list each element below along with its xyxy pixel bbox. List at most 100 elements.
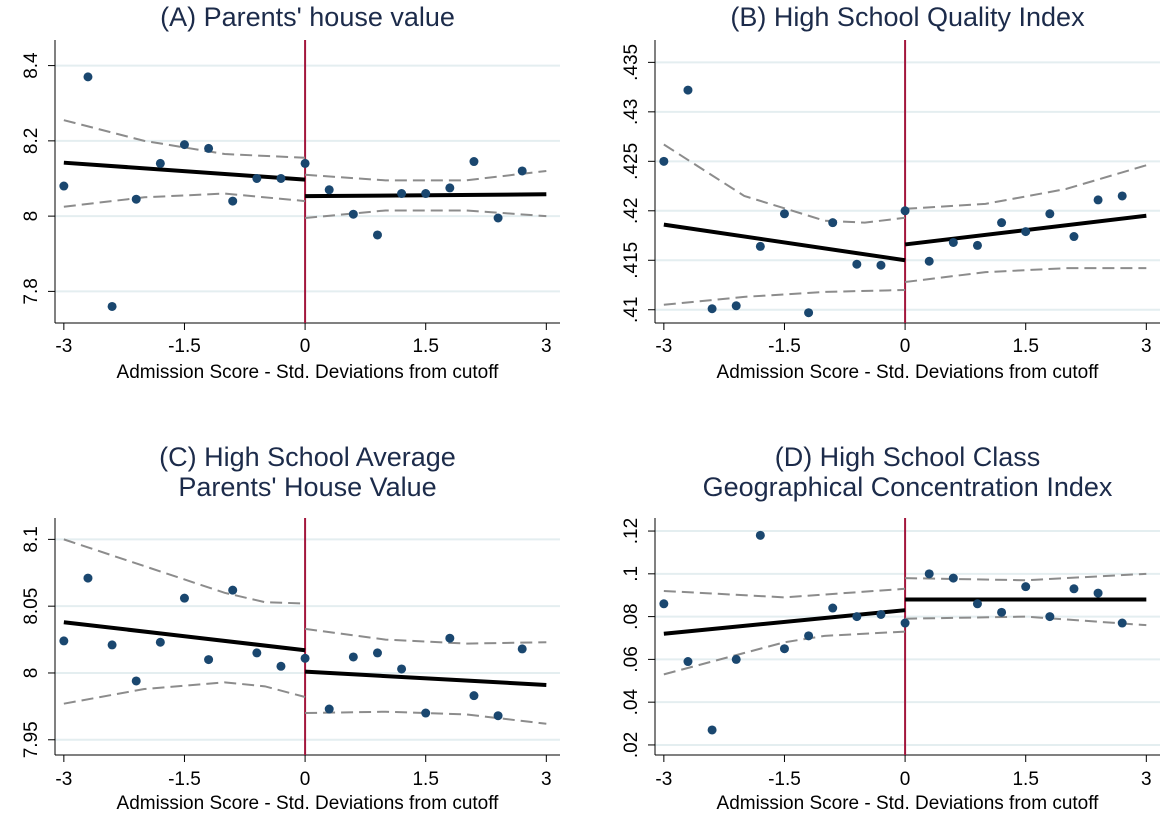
point [300, 653, 310, 663]
point [469, 691, 479, 701]
point [1093, 195, 1103, 205]
panel-title: (A) Parents' house value [160, 2, 455, 32]
point [876, 260, 886, 270]
x-axis-label: Admission Score - Std. Deviations from c… [717, 362, 1100, 383]
y-tick-label: .04 [621, 689, 642, 716]
point [83, 573, 93, 583]
point [493, 213, 503, 223]
point [397, 664, 407, 674]
x-tick-label: 1.5 [412, 336, 438, 357]
ci-upper [63, 119, 306, 159]
point [397, 189, 407, 199]
point [204, 143, 214, 153]
point [252, 648, 262, 658]
point [659, 156, 669, 166]
point [828, 603, 838, 613]
point [731, 654, 741, 664]
point [779, 644, 789, 654]
point [517, 644, 527, 654]
y-tick-label: .42 [621, 198, 642, 224]
point [1045, 209, 1055, 219]
y-tick-label: .43 [621, 99, 642, 125]
panel-title: Parents' House Value [178, 472, 436, 502]
ci-lower [663, 288, 906, 306]
x-tick-label: -1.5 [768, 769, 801, 790]
point [107, 301, 117, 311]
point [852, 259, 862, 269]
point [469, 157, 479, 167]
point [155, 637, 165, 647]
ci-lower [305, 710, 547, 725]
ci-upper [305, 169, 547, 182]
point [1021, 582, 1031, 592]
x-tick-label: -3 [55, 769, 72, 790]
point [1021, 227, 1031, 237]
point [228, 196, 238, 206]
y-tick-label: 8 [21, 668, 42, 679]
y-tick-label: .1 [621, 566, 642, 582]
panel: .41 .415 .42 .425 .43 .435 -3 -1.5 0 1.5 3 (B) High… [621, 2, 1160, 383]
panel: .02 .04 .06 .08 .1 .12 -3 -1.5 0 1.5 3 (D) High Sch… [621, 442, 1160, 814]
point [324, 704, 334, 714]
point [445, 183, 455, 193]
y-tick-label: .06 [621, 646, 642, 672]
x-tick-label: 1.5 [1012, 769, 1038, 790]
point [852, 612, 862, 622]
point [924, 256, 934, 266]
point [779, 209, 789, 219]
point [179, 140, 189, 150]
point [828, 218, 838, 228]
x-axis-label: Admission Score - Std. Deviations from c… [117, 793, 500, 814]
point [276, 173, 286, 183]
y-tick-label: .435 [621, 44, 642, 81]
y-tick-label: .02 [621, 732, 642, 758]
point [707, 725, 717, 735]
point [204, 655, 214, 665]
point [900, 206, 910, 216]
x-tick-label: 3 [1141, 336, 1152, 357]
point [876, 609, 886, 619]
x-tick-label: 3 [541, 769, 552, 790]
y-tick-label: 8.05 [21, 588, 42, 625]
point [1069, 232, 1079, 242]
point [683, 85, 693, 95]
point [972, 599, 982, 609]
point [131, 676, 141, 686]
ci-lower [63, 681, 306, 705]
point [155, 158, 165, 168]
point [755, 241, 765, 251]
point [107, 640, 117, 650]
point [997, 607, 1007, 617]
ci-upper [663, 587, 906, 599]
point [517, 166, 527, 176]
x-tick-label: 0 [900, 336, 911, 357]
x-tick-label: 0 [300, 336, 311, 357]
point [324, 185, 334, 195]
y-tick-label: .425 [621, 143, 642, 180]
point [300, 158, 310, 168]
point [804, 631, 814, 641]
y-tick-label: .415 [621, 242, 642, 279]
point [1093, 588, 1103, 598]
ci-upper [663, 143, 906, 224]
y-tick-label: 7.95 [21, 721, 42, 758]
ci-lower [905, 615, 1147, 627]
point [493, 711, 503, 721]
x-tick-label: -1.5 [168, 336, 201, 357]
fit-line [63, 160, 306, 182]
point [228, 585, 238, 595]
y-tick-label: .41 [621, 297, 642, 323]
ci-lower [304, 209, 547, 219]
y-tick-label: .12 [621, 518, 642, 544]
point [372, 648, 382, 658]
x-tick-label: -3 [55, 336, 72, 357]
x-tick-label: 0 [300, 769, 311, 790]
y-tick-label: .08 [621, 603, 642, 629]
x-tick-label: -1.5 [768, 336, 801, 357]
point [445, 633, 455, 643]
point [252, 173, 262, 183]
point [1117, 191, 1127, 201]
point [997, 218, 1007, 228]
point [683, 657, 693, 667]
panel-title: (D) High School Class [775, 442, 1041, 472]
